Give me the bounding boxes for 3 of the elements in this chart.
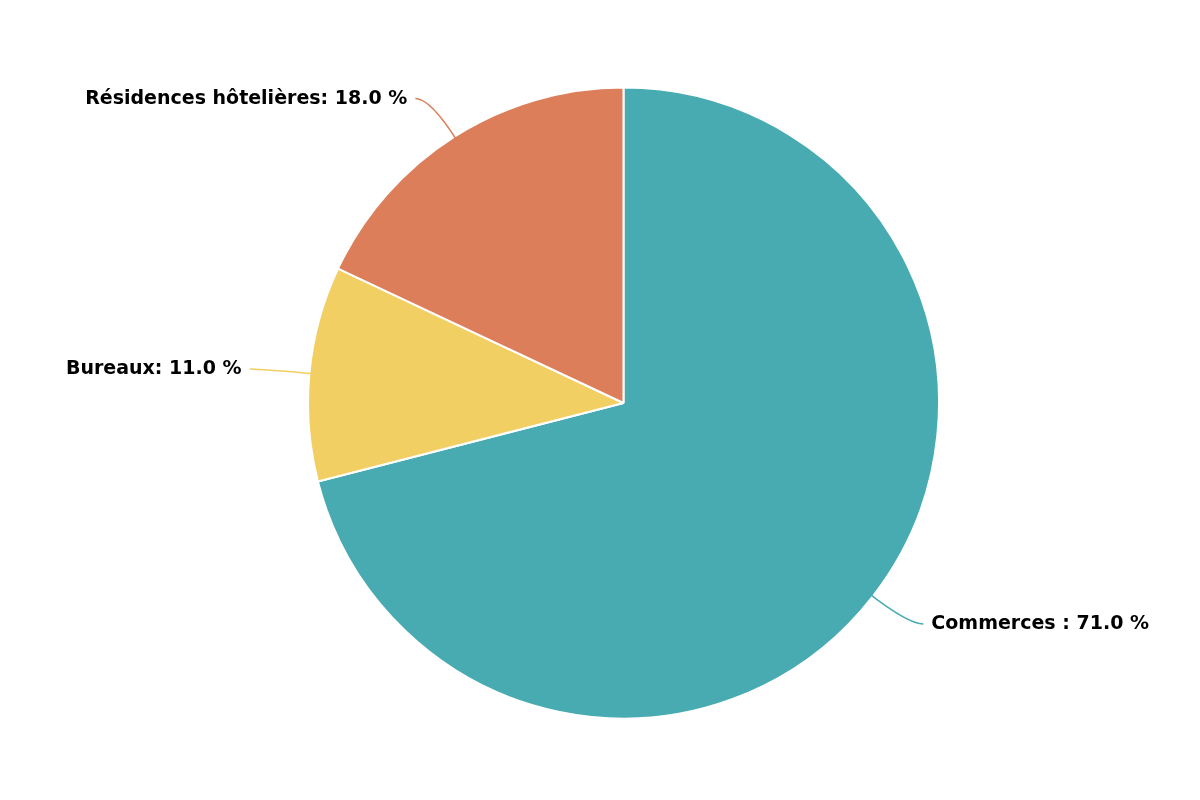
slice-label: Commerces : 71.0 % (931, 610, 1150, 633)
slice-label: Résidences hôtelières: 18.0 % (85, 85, 408, 108)
slice-label: Bureaux: 11.0 % (65, 356, 242, 379)
